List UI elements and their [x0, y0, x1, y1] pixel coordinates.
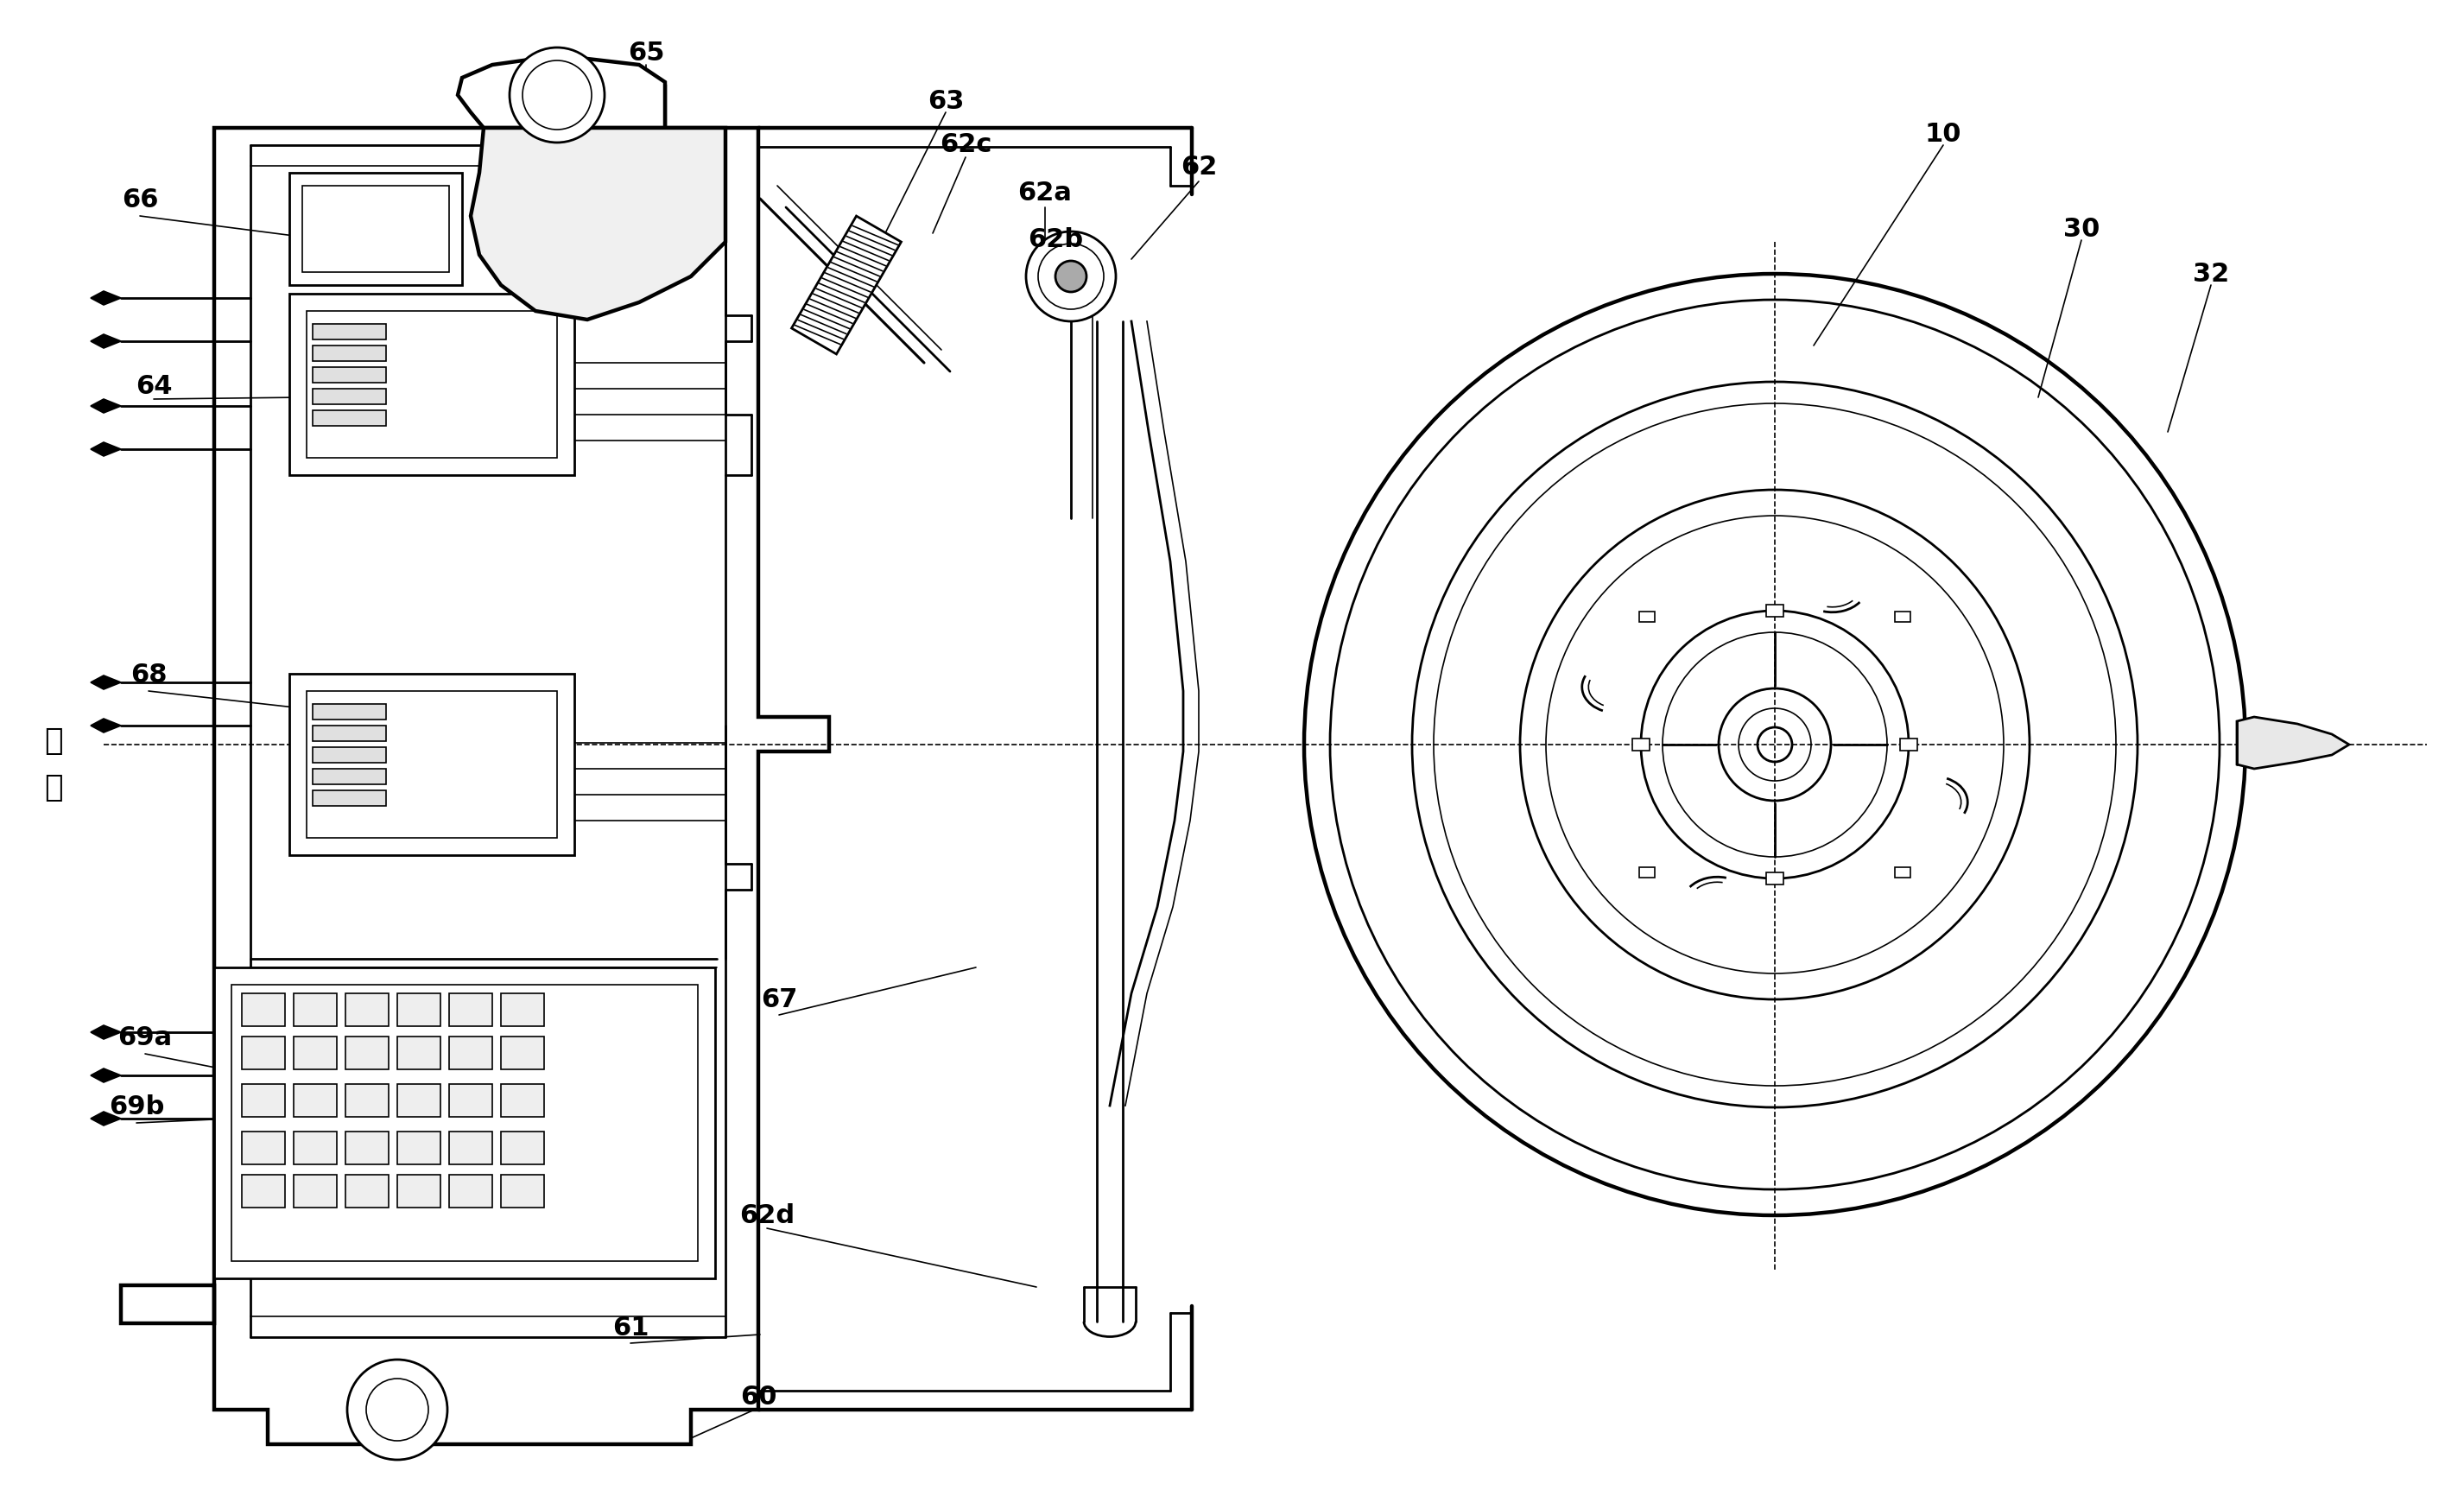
Circle shape: [367, 1378, 429, 1441]
Bar: [448, 1037, 493, 1070]
Polygon shape: [91, 1025, 121, 1039]
Circle shape: [1055, 261, 1087, 292]
Bar: [214, 967, 715, 1278]
Bar: [313, 726, 387, 741]
Bar: [448, 1085, 493, 1118]
Bar: [397, 994, 441, 1027]
Text: 62: 62: [1180, 153, 1217, 179]
Text: 68: 68: [131, 663, 168, 688]
Bar: [306, 691, 557, 837]
Bar: [1631, 739, 1648, 751]
Bar: [345, 1131, 389, 1164]
Bar: [313, 323, 387, 340]
Bar: [1895, 611, 1910, 621]
Bar: [313, 367, 387, 383]
Polygon shape: [121, 86, 828, 1444]
Bar: [1639, 867, 1653, 878]
Text: 67: 67: [761, 988, 798, 1013]
Bar: [313, 389, 387, 404]
Polygon shape: [91, 718, 121, 733]
Bar: [345, 1085, 389, 1118]
Bar: [241, 1085, 286, 1118]
Text: 65: 65: [628, 42, 665, 66]
Text: 63: 63: [926, 89, 963, 115]
Bar: [241, 1037, 286, 1070]
Text: 66: 66: [121, 188, 158, 213]
Bar: [313, 703, 387, 720]
Bar: [288, 673, 574, 855]
Text: 64: 64: [136, 374, 172, 399]
Polygon shape: [91, 334, 121, 349]
Text: 62a: 62a: [1018, 180, 1072, 206]
Text: 10: 10: [1924, 121, 1961, 146]
Bar: [500, 1174, 545, 1207]
Polygon shape: [91, 291, 121, 305]
Bar: [397, 1085, 441, 1118]
Bar: [397, 1037, 441, 1070]
Bar: [313, 410, 387, 426]
Bar: [1639, 611, 1653, 621]
Text: 32: 32: [2193, 262, 2230, 288]
Bar: [241, 1131, 286, 1164]
Text: ２: ２: [44, 773, 64, 803]
Circle shape: [347, 1359, 448, 1460]
Circle shape: [1025, 231, 1116, 322]
Polygon shape: [91, 1068, 121, 1082]
Text: 62d: 62d: [739, 1204, 793, 1229]
Polygon shape: [458, 58, 665, 128]
Bar: [293, 1131, 338, 1164]
Bar: [303, 186, 448, 273]
Polygon shape: [2237, 717, 2348, 769]
Circle shape: [1757, 727, 1791, 761]
Bar: [313, 790, 387, 806]
Bar: [293, 1085, 338, 1118]
Bar: [397, 1174, 441, 1207]
Bar: [345, 1174, 389, 1207]
Bar: [500, 994, 545, 1027]
Text: 60: 60: [739, 1386, 776, 1410]
Bar: [500, 1037, 545, 1070]
Polygon shape: [91, 443, 121, 456]
Circle shape: [1037, 243, 1104, 310]
Bar: [241, 994, 286, 1027]
Bar: [293, 994, 338, 1027]
Bar: [345, 994, 389, 1027]
Bar: [448, 994, 493, 1027]
Bar: [232, 985, 697, 1261]
Text: 69a: 69a: [118, 1025, 172, 1050]
Bar: [448, 1174, 493, 1207]
Bar: [1767, 873, 1784, 885]
Text: 61: 61: [611, 1316, 648, 1341]
Circle shape: [510, 48, 604, 143]
Polygon shape: [91, 675, 121, 690]
Bar: [313, 746, 387, 763]
Bar: [241, 1174, 286, 1207]
Text: 62b: 62b: [1027, 228, 1084, 253]
Bar: [1900, 739, 1917, 751]
Bar: [345, 1037, 389, 1070]
Polygon shape: [91, 1112, 121, 1125]
Text: 図: 図: [44, 727, 64, 755]
Polygon shape: [471, 128, 724, 319]
Text: 30: 30: [2062, 216, 2099, 241]
Circle shape: [522, 61, 591, 130]
Polygon shape: [91, 399, 121, 413]
Bar: [500, 1131, 545, 1164]
Bar: [293, 1037, 338, 1070]
Bar: [1767, 605, 1784, 617]
Bar: [397, 1131, 441, 1164]
Bar: [1895, 867, 1910, 878]
Bar: [313, 346, 387, 361]
Bar: [288, 173, 463, 285]
Bar: [791, 216, 902, 355]
Text: 69b: 69b: [108, 1095, 165, 1120]
Bar: [500, 1085, 545, 1118]
Text: 62c: 62c: [939, 133, 991, 158]
Bar: [313, 769, 387, 784]
Bar: [288, 294, 574, 475]
Bar: [448, 1131, 493, 1164]
Bar: [293, 1174, 338, 1207]
Bar: [306, 311, 557, 457]
